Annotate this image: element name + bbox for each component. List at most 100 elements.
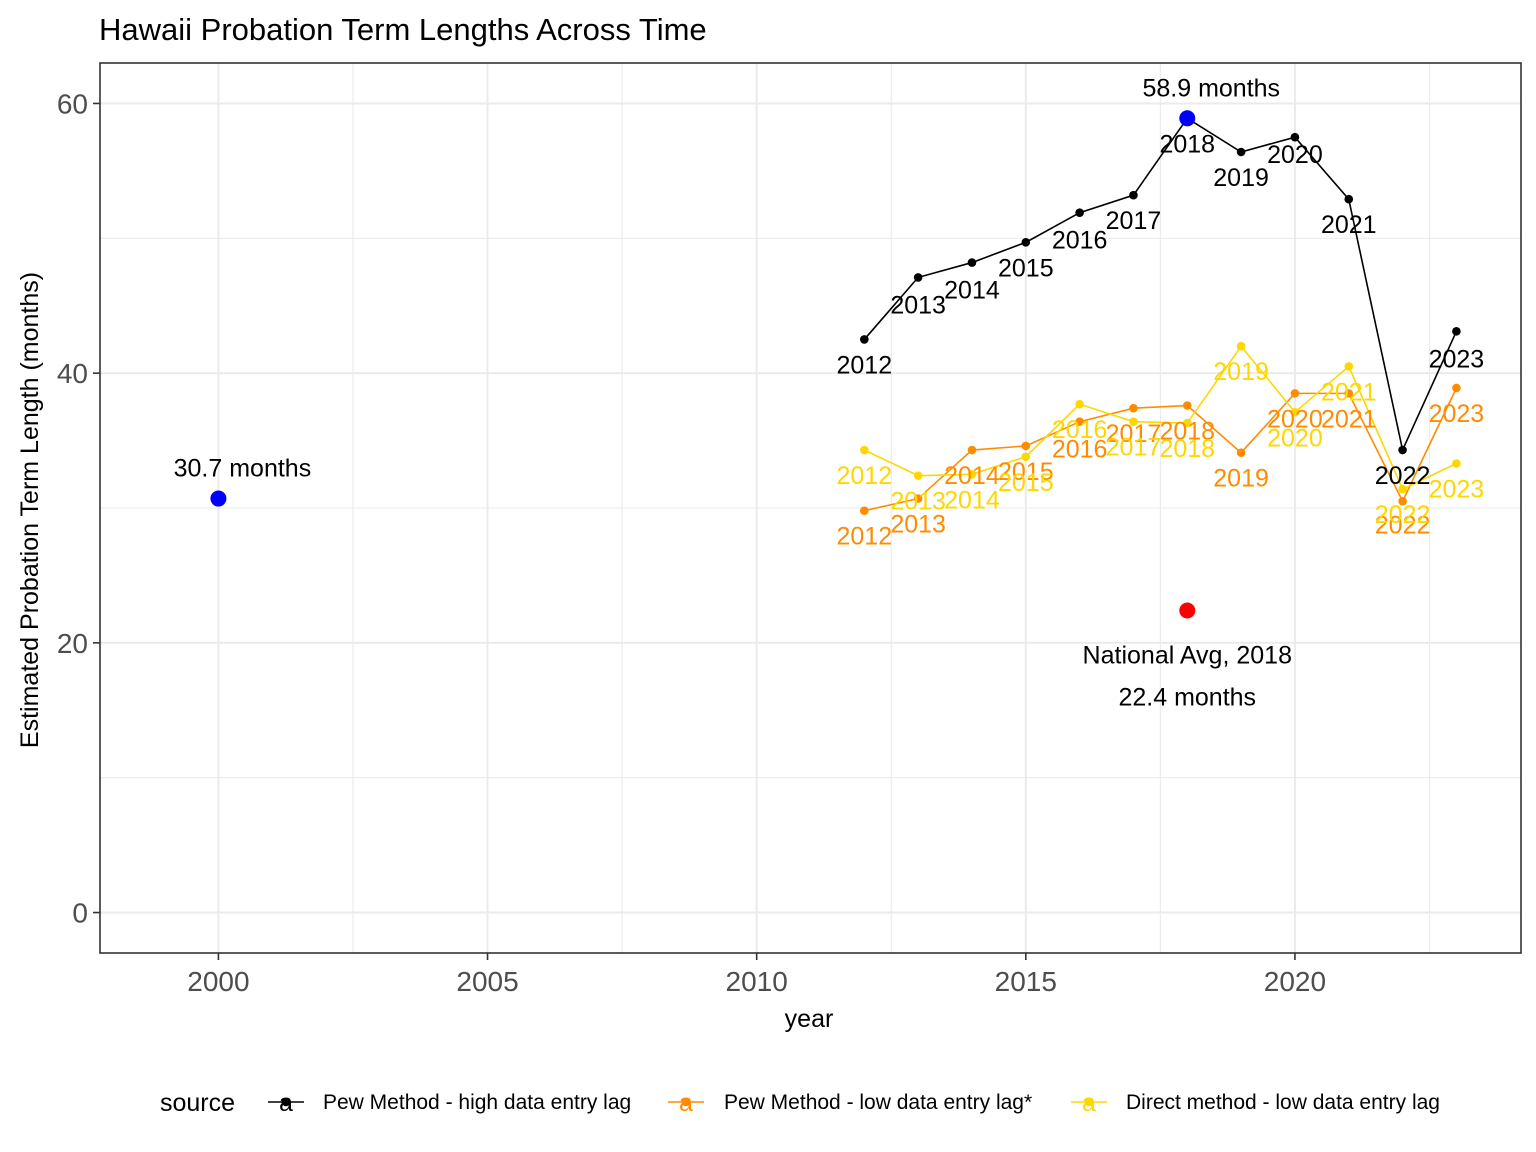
series-point: [860, 445, 869, 455]
point-label: 2013: [890, 488, 946, 516]
point-label: 2019: [1213, 164, 1269, 192]
point-label: 2016: [1052, 416, 1108, 444]
point-label: 2016: [1052, 436, 1108, 464]
x-tick-label: 2015: [995, 966, 1057, 997]
point-label: 2023: [1429, 345, 1485, 373]
y-tick-label: 0: [72, 898, 88, 929]
series-point: [1075, 399, 1084, 409]
series-point: [913, 494, 923, 503]
legend-title: source: [160, 1089, 235, 1117]
series-point: [967, 258, 977, 267]
legend-entry-label: Pew Method - low data entry lag*: [724, 1091, 1032, 1114]
legend-entry-label: Direct method - low data entry lag: [1126, 1091, 1440, 1114]
x-tick-label: 2020: [1264, 966, 1326, 997]
point-label: 2022: [1375, 511, 1431, 539]
legend-key-letter: a: [1082, 1089, 1096, 1117]
point-label: 2020: [1267, 424, 1323, 452]
point-label: 2012: [837, 523, 893, 551]
highlight-label: 30.7 months: [174, 455, 312, 483]
series-point: [913, 273, 923, 282]
point-label: 2018: [1159, 130, 1215, 158]
series-point: [1129, 403, 1138, 413]
x-tick-label: 2005: [456, 966, 518, 997]
series-point: [1344, 194, 1354, 204]
point-label: 2023: [1429, 400, 1485, 428]
series-point: [1021, 238, 1031, 247]
series-point: [860, 335, 869, 344]
series-point: [1021, 441, 1031, 451]
series-point: [1344, 362, 1354, 371]
series-point: [1236, 341, 1246, 351]
highlight-label-value: 22.4 months: [1118, 683, 1256, 711]
legend-key-point: [681, 1097, 691, 1107]
point-label: 2015: [998, 469, 1054, 497]
point-label: 2012: [837, 351, 893, 379]
point-label: 2021: [1321, 378, 1377, 406]
point-label: 2022: [1375, 462, 1431, 490]
point-label: 2014: [944, 486, 1000, 514]
axes: 2000 2005 2010 2015 2020 0 20 40 60: [57, 88, 1326, 997]
series-point: [860, 506, 869, 515]
series-line-0: [863, 117, 1458, 453]
series-point: [913, 471, 923, 480]
point-label: 2013: [890, 291, 946, 319]
series-point: [1021, 452, 1031, 462]
point-label: 2012: [837, 462, 893, 490]
series-point: [1075, 208, 1084, 217]
y-tick-label: 40: [57, 358, 88, 389]
panel-border: [99, 62, 1522, 954]
series-lines: [863, 117, 1458, 512]
series-point: [1075, 417, 1084, 426]
point-label: 2018: [1159, 418, 1215, 446]
point-label: 2021: [1321, 211, 1377, 239]
x-tick-label: 2000: [187, 966, 249, 997]
series-point-labels: 2012201320142015201620172018201920202021…: [837, 130, 1485, 550]
legend-entry-label: Pew Method - high data entry lag: [323, 1091, 631, 1114]
point-label: 2021: [1321, 405, 1377, 433]
point-label: 2020: [1267, 405, 1323, 433]
series-point: [1452, 383, 1461, 393]
series-point: [1398, 484, 1407, 494]
plot-border: [99, 62, 1522, 954]
point-label: 2017: [1106, 207, 1162, 235]
point-label: 2015: [998, 254, 1054, 282]
series-point: [1182, 401, 1192, 410]
highlight-point: [1179, 602, 1196, 619]
series-point: [967, 469, 977, 479]
x-tick-label: 2010: [726, 966, 788, 997]
chart-title: Hawaii Probation Term Lengths Across Tim…: [99, 12, 707, 47]
point-label: 2013: [890, 511, 946, 539]
series-point: [1344, 389, 1354, 398]
point-label: 2014: [944, 462, 1000, 490]
highlight-point: [1179, 110, 1196, 127]
series-line-1: [864, 387, 1458, 512]
point-label: 2022: [1375, 501, 1431, 529]
point-label: 2015: [998, 458, 1054, 486]
series-point: [1398, 496, 1407, 506]
series-point: [1129, 417, 1138, 426]
legend-key-point: [1084, 1097, 1094, 1107]
y-tick-label: 20: [57, 628, 88, 659]
point-label: 2019: [1213, 465, 1269, 493]
series-point: [1236, 147, 1246, 157]
point-label: 2020: [1267, 141, 1323, 169]
series-point: [1398, 445, 1407, 455]
chart-title-group: Hawaii Probation Term Lengths Across Tim…: [99, 12, 707, 47]
series-point: [1452, 327, 1461, 336]
legend-key-letter: a: [679, 1089, 693, 1117]
y-tick-label: 60: [57, 88, 88, 119]
point-label: 2017: [1106, 420, 1162, 448]
point-label: 2017: [1106, 434, 1162, 462]
point-label: 2016: [1052, 227, 1108, 255]
series-point: [1290, 389, 1300, 398]
point-label: 2019: [1213, 358, 1269, 386]
x-axis-label: year: [785, 1005, 834, 1033]
series-points: [860, 113, 1461, 515]
series-point: [1452, 459, 1461, 468]
highlight-label: National Avg, 2018: [1083, 641, 1292, 669]
highlight-point: [210, 490, 227, 507]
series-point: [1290, 407, 1300, 417]
series-point: [1182, 418, 1192, 428]
series-point: [1290, 132, 1300, 142]
